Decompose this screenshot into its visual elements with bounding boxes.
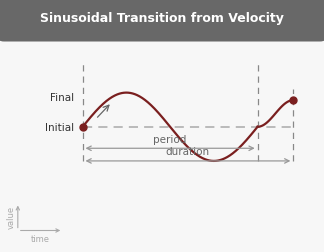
Text: Final: Final — [51, 92, 75, 102]
Text: time: time — [31, 234, 50, 243]
Text: Initial: Initial — [45, 122, 75, 132]
Text: Sinusoidal Transition from Velocity: Sinusoidal Transition from Velocity — [40, 12, 284, 25]
Bar — [4, 19, 320, 37]
Text: period: period — [153, 134, 187, 144]
Text: duration: duration — [166, 147, 210, 157]
Text: value: value — [7, 205, 16, 228]
FancyBboxPatch shape — [0, 0, 324, 42]
